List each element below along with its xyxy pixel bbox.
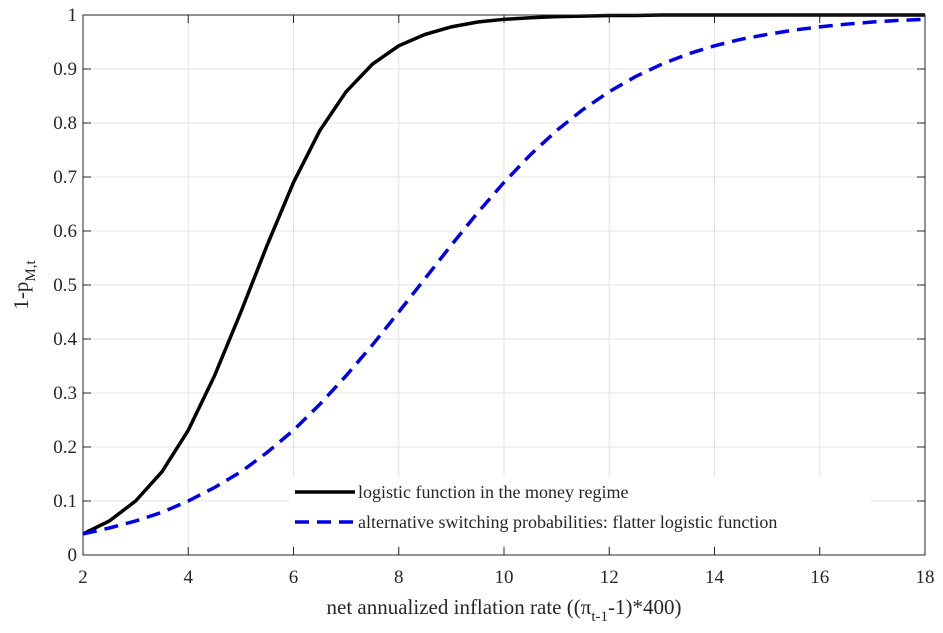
y-label-sub: M,t (23, 260, 39, 282)
axes-box (82, 14, 926, 556)
y-tick-label: 0.8 (53, 113, 77, 134)
x-tick-label: 6 (289, 567, 299, 588)
x-tick-label: 18 (916, 567, 935, 588)
x-label-part: -1)*400) (608, 595, 681, 619)
y-tick-label: 0.2 (53, 437, 77, 458)
x-tick-label: 12 (600, 567, 619, 588)
legend: logistic function in the money regime alt… (290, 477, 870, 545)
x-tick-label: 8 (394, 567, 404, 588)
x-tick-label: 16 (810, 567, 829, 588)
y-axis-label: 1-pM,t (9, 260, 39, 310)
x-axis-label: net annualized inflation rate ((πt-1-1)*… (327, 595, 682, 625)
legend-box (290, 477, 870, 545)
x-label-part: net annualized inflation rate ((π (327, 595, 592, 619)
legend-label: logistic function in the money regime (358, 482, 628, 502)
x-tick-label: 14 (705, 567, 725, 588)
legend-label: alternative switching probabilities: fla… (358, 512, 777, 532)
y-tick-label: 0 (68, 545, 78, 566)
y-tick-label: 0.7 (53, 167, 77, 188)
y-tick-label: 0.5 (53, 275, 77, 296)
y-tick-label: 0.3 (53, 383, 77, 404)
y-tick-label: 0.4 (53, 329, 77, 350)
x-tick-label: 10 (495, 567, 514, 588)
y-label-part: 1-p (9, 282, 33, 310)
y-tick-label: 0.9 (53, 59, 77, 80)
x-label-sub: t-1 (591, 609, 608, 625)
y-tick-label: 1 (68, 5, 78, 26)
x-tick-label: 2 (78, 567, 88, 588)
line-series (82, 17, 926, 536)
y-tick-label: 0.6 (53, 221, 77, 242)
x-tick-label: 4 (184, 567, 194, 588)
y-tick-label: 0.1 (53, 491, 77, 512)
